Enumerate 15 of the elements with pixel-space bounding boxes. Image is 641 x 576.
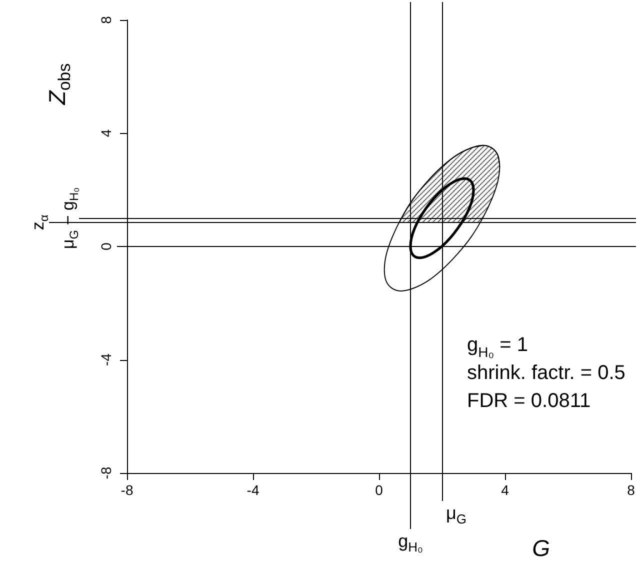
x-axis-title: G (532, 535, 550, 561)
x-tick-label: 4 (501, 482, 510, 498)
annotation: shrink. factr. = 0.5 (467, 362, 626, 384)
x-tick-label: -4 (246, 482, 260, 498)
ref-line-label: zα (28, 214, 51, 230)
y-tick-label: -4 (98, 353, 114, 366)
y-tick-label: 8 (98, 16, 114, 24)
x-tick-label: -8 (120, 482, 134, 498)
y-tick-label: 4 (98, 129, 114, 138)
y-axis-title: Zobs (44, 63, 74, 106)
x-tick-label: 0 (375, 482, 384, 498)
annotation: FDR = 0.0811 (467, 390, 591, 412)
y-tick-label: 0 (98, 242, 114, 250)
x-tick-label: 8 (627, 482, 636, 498)
y-tick-label: -8 (98, 466, 114, 480)
